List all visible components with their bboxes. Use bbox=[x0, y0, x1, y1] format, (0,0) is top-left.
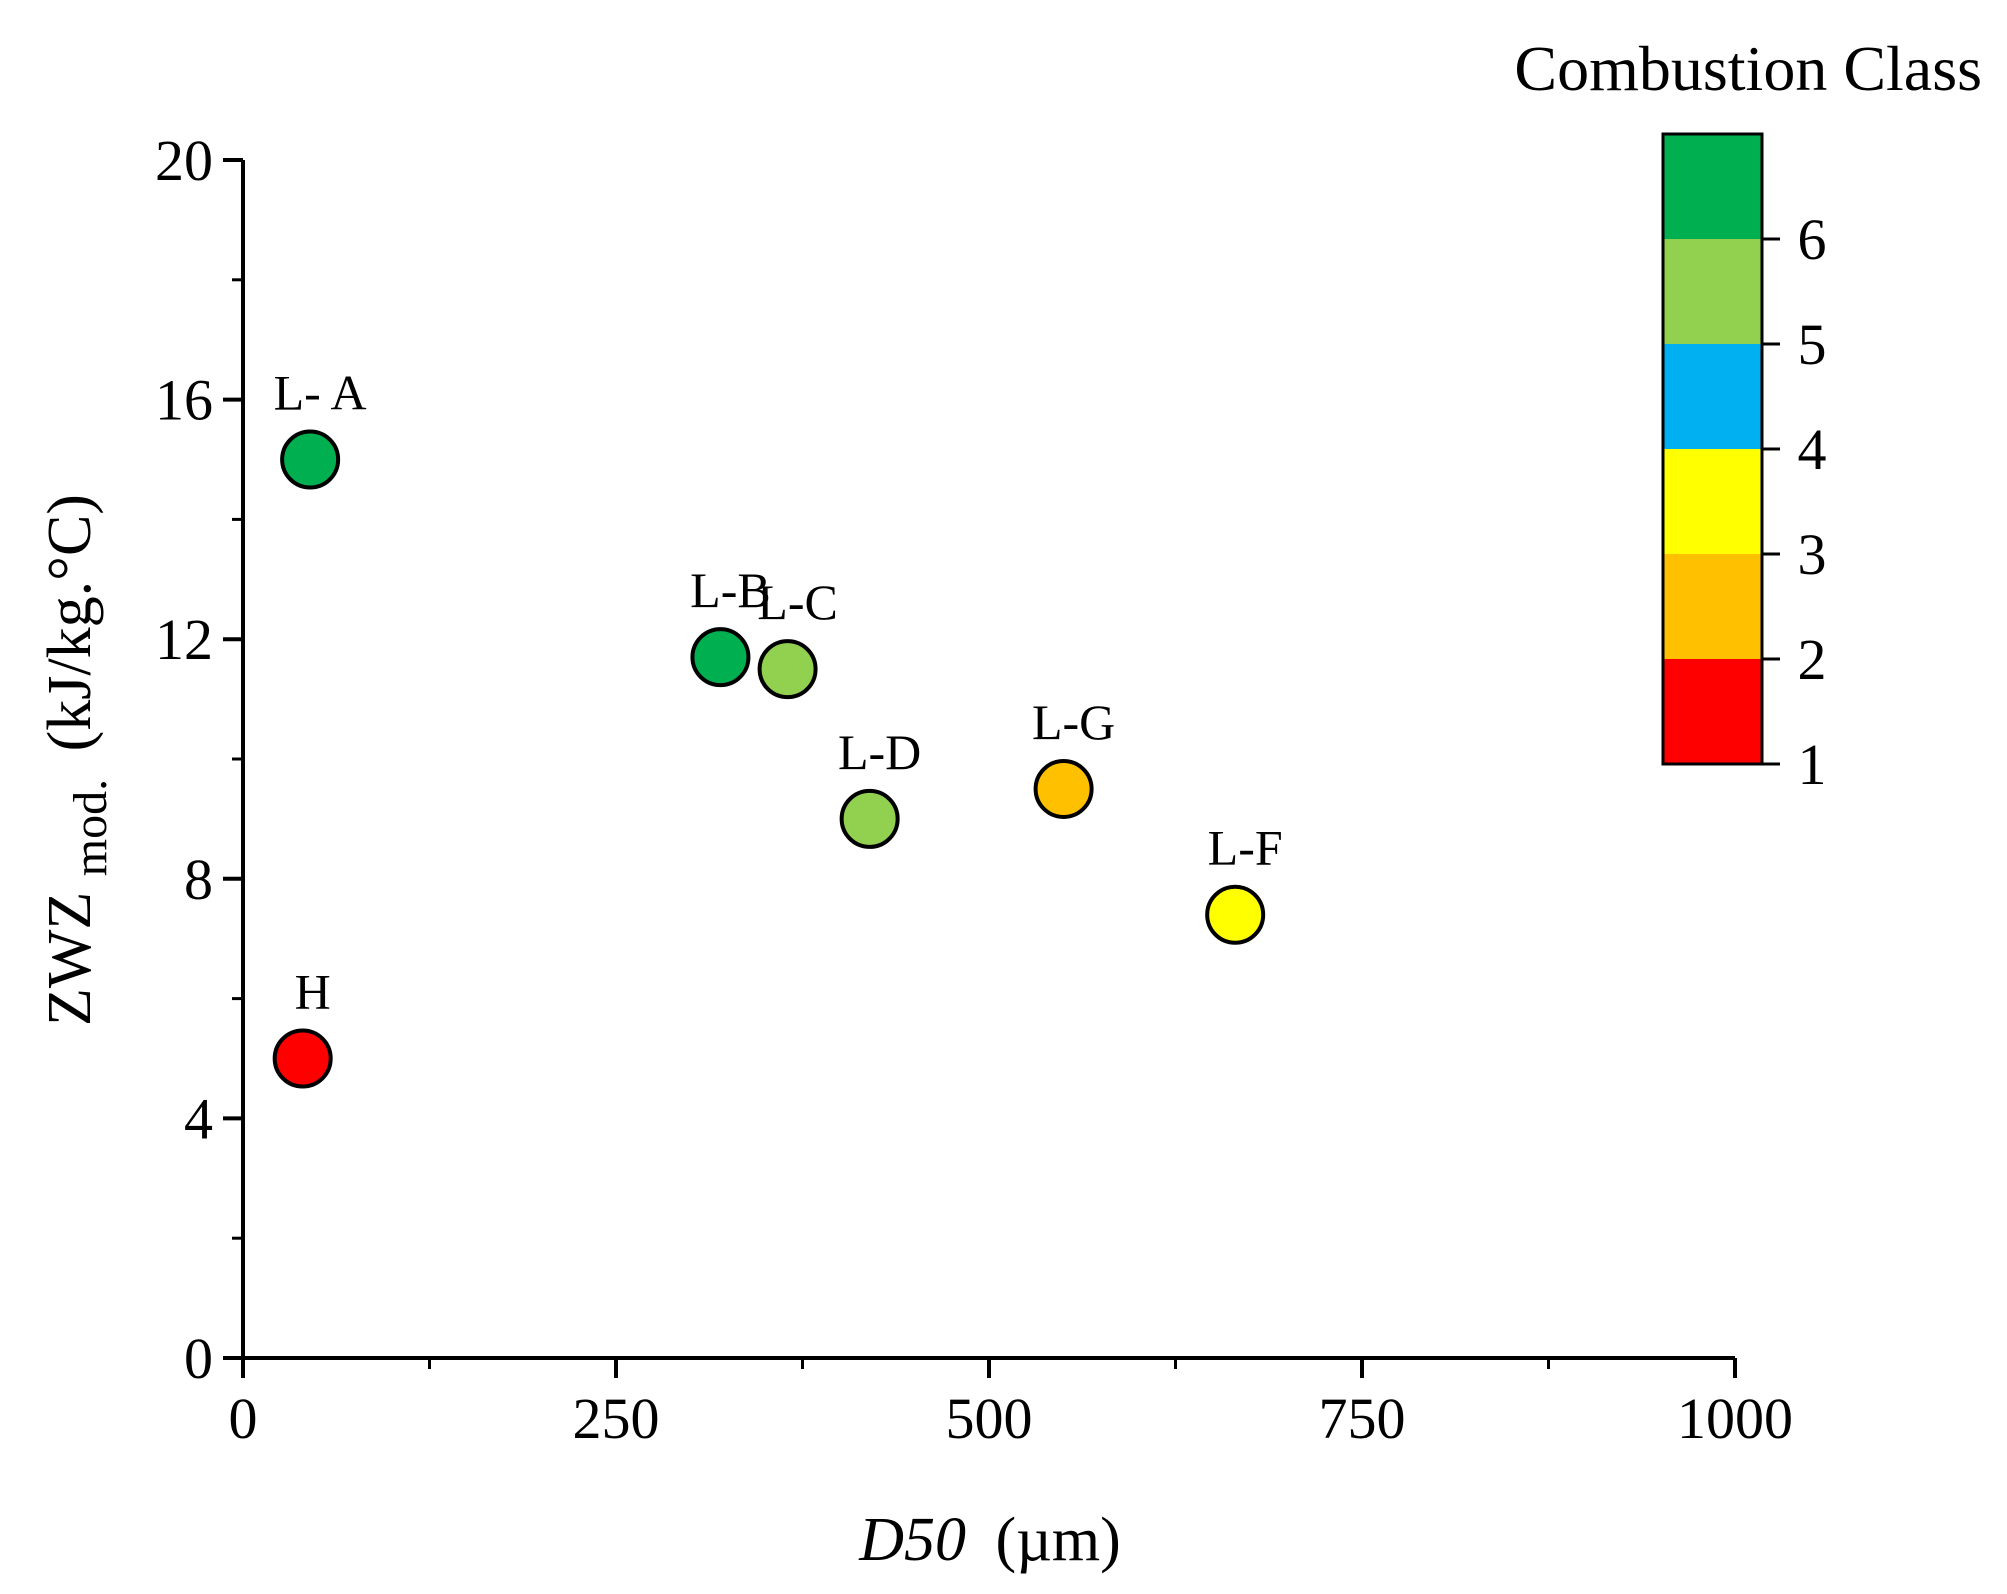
x-tick-label: 250 bbox=[573, 1386, 660, 1451]
x-tick-label: 1000 bbox=[1677, 1386, 1793, 1451]
colorbar-tick-label: 6 bbox=[1798, 207, 1827, 272]
data-point bbox=[839, 788, 900, 849]
x-tick-label: 500 bbox=[946, 1386, 1033, 1451]
colorbar-tick-label: 1 bbox=[1798, 732, 1827, 797]
y-axis-title-main: ZWZ bbox=[36, 892, 104, 1026]
x-ticks: 0 250 500 750 1000 bbox=[229, 1358, 1793, 1451]
colorbar-tick-label: 3 bbox=[1798, 522, 1827, 587]
data-point bbox=[272, 1028, 333, 1089]
x-axis-title-italic: D50 bbox=[858, 1506, 966, 1574]
colorbar-band bbox=[1663, 239, 1762, 344]
colorbar-band bbox=[1663, 134, 1762, 239]
y-tick-label: 8 bbox=[184, 847, 213, 912]
point-label: L-G bbox=[1032, 694, 1115, 750]
colorbar-band bbox=[1663, 344, 1762, 449]
data-point bbox=[757, 639, 818, 700]
y-tick-label: 16 bbox=[155, 368, 213, 433]
y-tick-label: 4 bbox=[184, 1086, 213, 1151]
colorbar-band bbox=[1663, 554, 1762, 659]
colorbar-tick-label: 5 bbox=[1798, 312, 1827, 377]
point-label: L-B bbox=[690, 562, 771, 618]
x-axis-title-unit: (µm) bbox=[996, 1506, 1121, 1574]
y-axis-title: ZWZ mod. (kJ/kg.°C) bbox=[36, 494, 120, 1026]
point-label: L-F bbox=[1208, 820, 1283, 876]
colorbar-band bbox=[1663, 659, 1762, 764]
point-label: H bbox=[295, 964, 331, 1020]
colorbar-tick-label: 2 bbox=[1798, 627, 1827, 692]
data-point bbox=[690, 627, 751, 688]
y-tick-label: 12 bbox=[155, 607, 213, 672]
x-axis-title: D50 (µm) bbox=[858, 1506, 1121, 1574]
point-label: L-C bbox=[757, 574, 838, 630]
colorbar-tick-label: 4 bbox=[1798, 417, 1827, 482]
point-label: L- A bbox=[274, 365, 367, 421]
x-tick-label: 0 bbox=[229, 1386, 258, 1451]
legend-title: Combustion Class bbox=[1514, 33, 1982, 104]
axes bbox=[241, 160, 1735, 1360]
y-axis-title-unit: (kJ/kg.°C) bbox=[36, 494, 104, 751]
x-tick-label: 750 bbox=[1319, 1386, 1406, 1451]
data-point bbox=[1205, 884, 1266, 945]
data-point bbox=[280, 429, 341, 490]
scatter-points: L- A L-BL-C L-D L-G L-F H bbox=[272, 365, 1283, 1089]
y-axis-title-sub: mod. bbox=[64, 779, 117, 876]
colorbar: 1 2 3 4 5 6 bbox=[1661, 132, 1827, 797]
data-point bbox=[1033, 758, 1094, 819]
y-tick-label: 0 bbox=[184, 1326, 213, 1391]
colorbar-band bbox=[1663, 449, 1762, 554]
point-label: L-D bbox=[838, 724, 921, 780]
y-tick-label: 20 bbox=[155, 128, 213, 193]
y-ticks: 0 4 8 12 16 20 bbox=[155, 128, 243, 1391]
